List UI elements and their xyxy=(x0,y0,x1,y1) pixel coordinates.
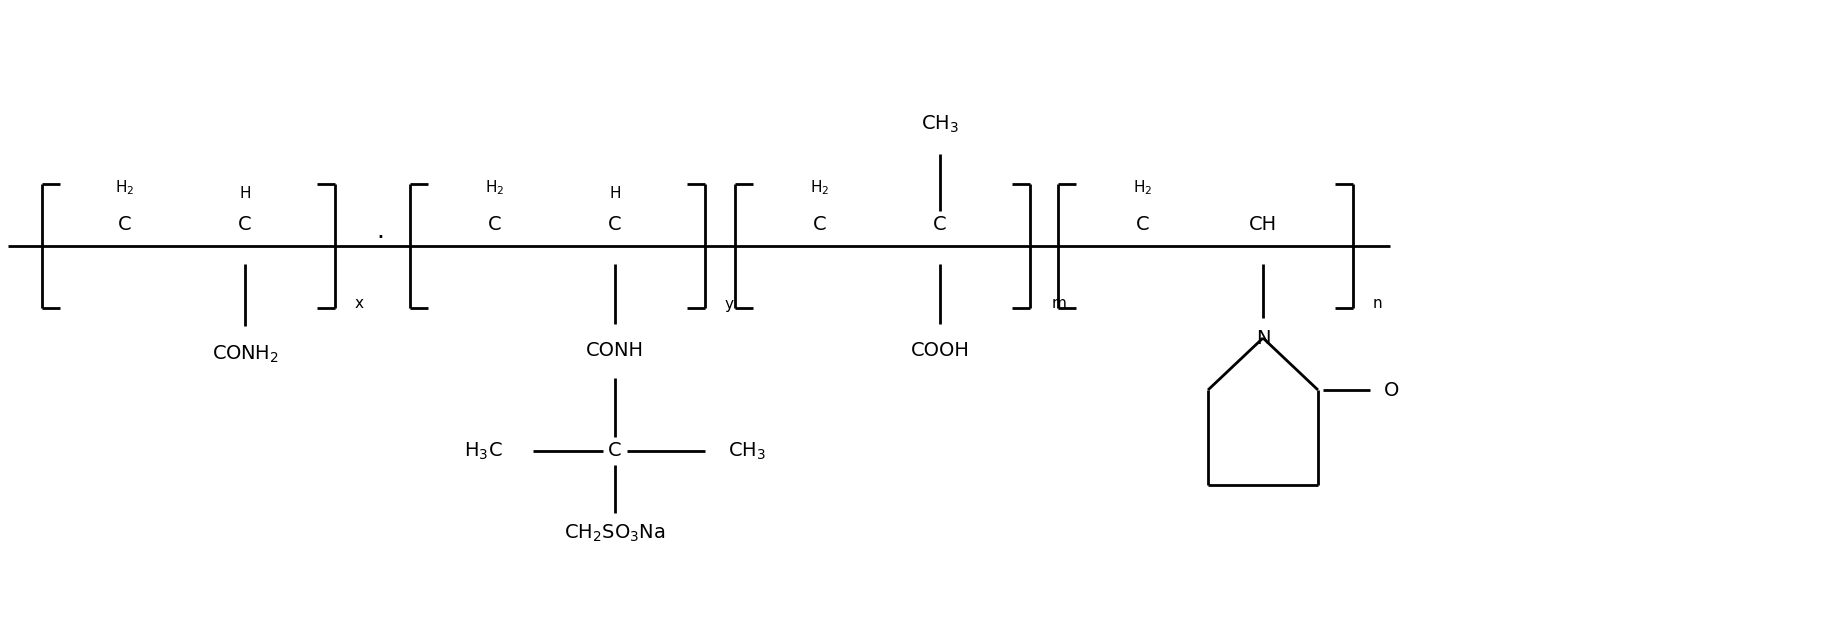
Text: H$_2$: H$_2$ xyxy=(116,178,134,197)
Text: CH$_3$: CH$_3$ xyxy=(727,440,766,461)
Text: y: y xyxy=(726,297,735,312)
Text: H$_2$: H$_2$ xyxy=(485,178,505,197)
Text: C: C xyxy=(118,215,132,233)
Text: H: H xyxy=(239,187,250,202)
Text: C: C xyxy=(1137,215,1150,233)
Text: C: C xyxy=(608,441,621,461)
Text: CONH$_2$: CONH$_2$ xyxy=(211,343,279,365)
Text: H$_2$: H$_2$ xyxy=(810,178,830,197)
Text: C: C xyxy=(933,215,946,233)
Text: H$_3$C: H$_3$C xyxy=(463,440,502,461)
Text: CH$_3$: CH$_3$ xyxy=(920,113,959,135)
Text: O: O xyxy=(1385,381,1400,399)
Text: C: C xyxy=(814,215,827,233)
Text: C: C xyxy=(239,215,252,233)
Text: H: H xyxy=(610,187,621,202)
Text: n: n xyxy=(1372,297,1383,312)
Text: CH: CH xyxy=(1249,215,1277,233)
Text: C: C xyxy=(608,215,621,233)
Text: C: C xyxy=(489,215,502,233)
Text: CONH: CONH xyxy=(586,342,645,361)
Text: x: x xyxy=(355,297,364,312)
Text: m: m xyxy=(1053,297,1067,312)
Text: H$_2$: H$_2$ xyxy=(1133,178,1152,197)
Text: COOH: COOH xyxy=(911,342,970,361)
Text: CH$_2$SO$_3$Na: CH$_2$SO$_3$Na xyxy=(564,522,665,543)
Text: N: N xyxy=(1257,329,1269,347)
Text: .: . xyxy=(377,219,384,243)
